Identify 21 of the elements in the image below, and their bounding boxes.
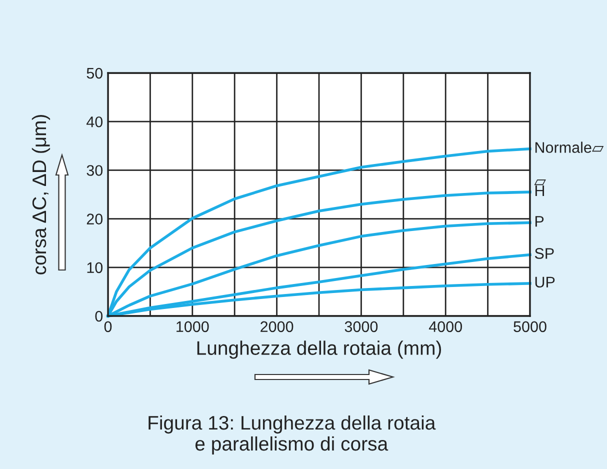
x-tick-label: 2000 [260, 321, 294, 332]
y-tick-label: 40 [86, 116, 103, 128]
y-axis-title: corsa ΔC, ΔD (μm) [32, 114, 50, 274]
series-label: Normale▱ [535, 142, 604, 153]
series-label: UP [535, 276, 555, 288]
x-tick-label: 3000 [344, 321, 378, 332]
x-tick-label: 0 [104, 321, 112, 332]
x-tick-label: 5000 [514, 321, 546, 332]
series-label: P [535, 216, 544, 227]
x-axis-title: Lunghezza della rotaia (mm) [197, 340, 442, 359]
series-label: H [535, 186, 544, 196]
y-tick-label: 30 [86, 165, 103, 176]
x-tick-label: 4000 [428, 321, 462, 332]
x-tick-label: 1000 [176, 321, 209, 332]
y-tick-label: 20 [86, 214, 103, 224]
y-tick-label: 50 [86, 68, 103, 79]
text: ▱ [534, 180, 546, 186]
text: Figura 13: Lunghezza della rotaia e parallelismo di corsa [148, 415, 436, 455]
series-label: SP [534, 248, 554, 259]
y-tick-label: 10 [87, 262, 103, 274]
y-tick-label: 0 [95, 310, 103, 322]
